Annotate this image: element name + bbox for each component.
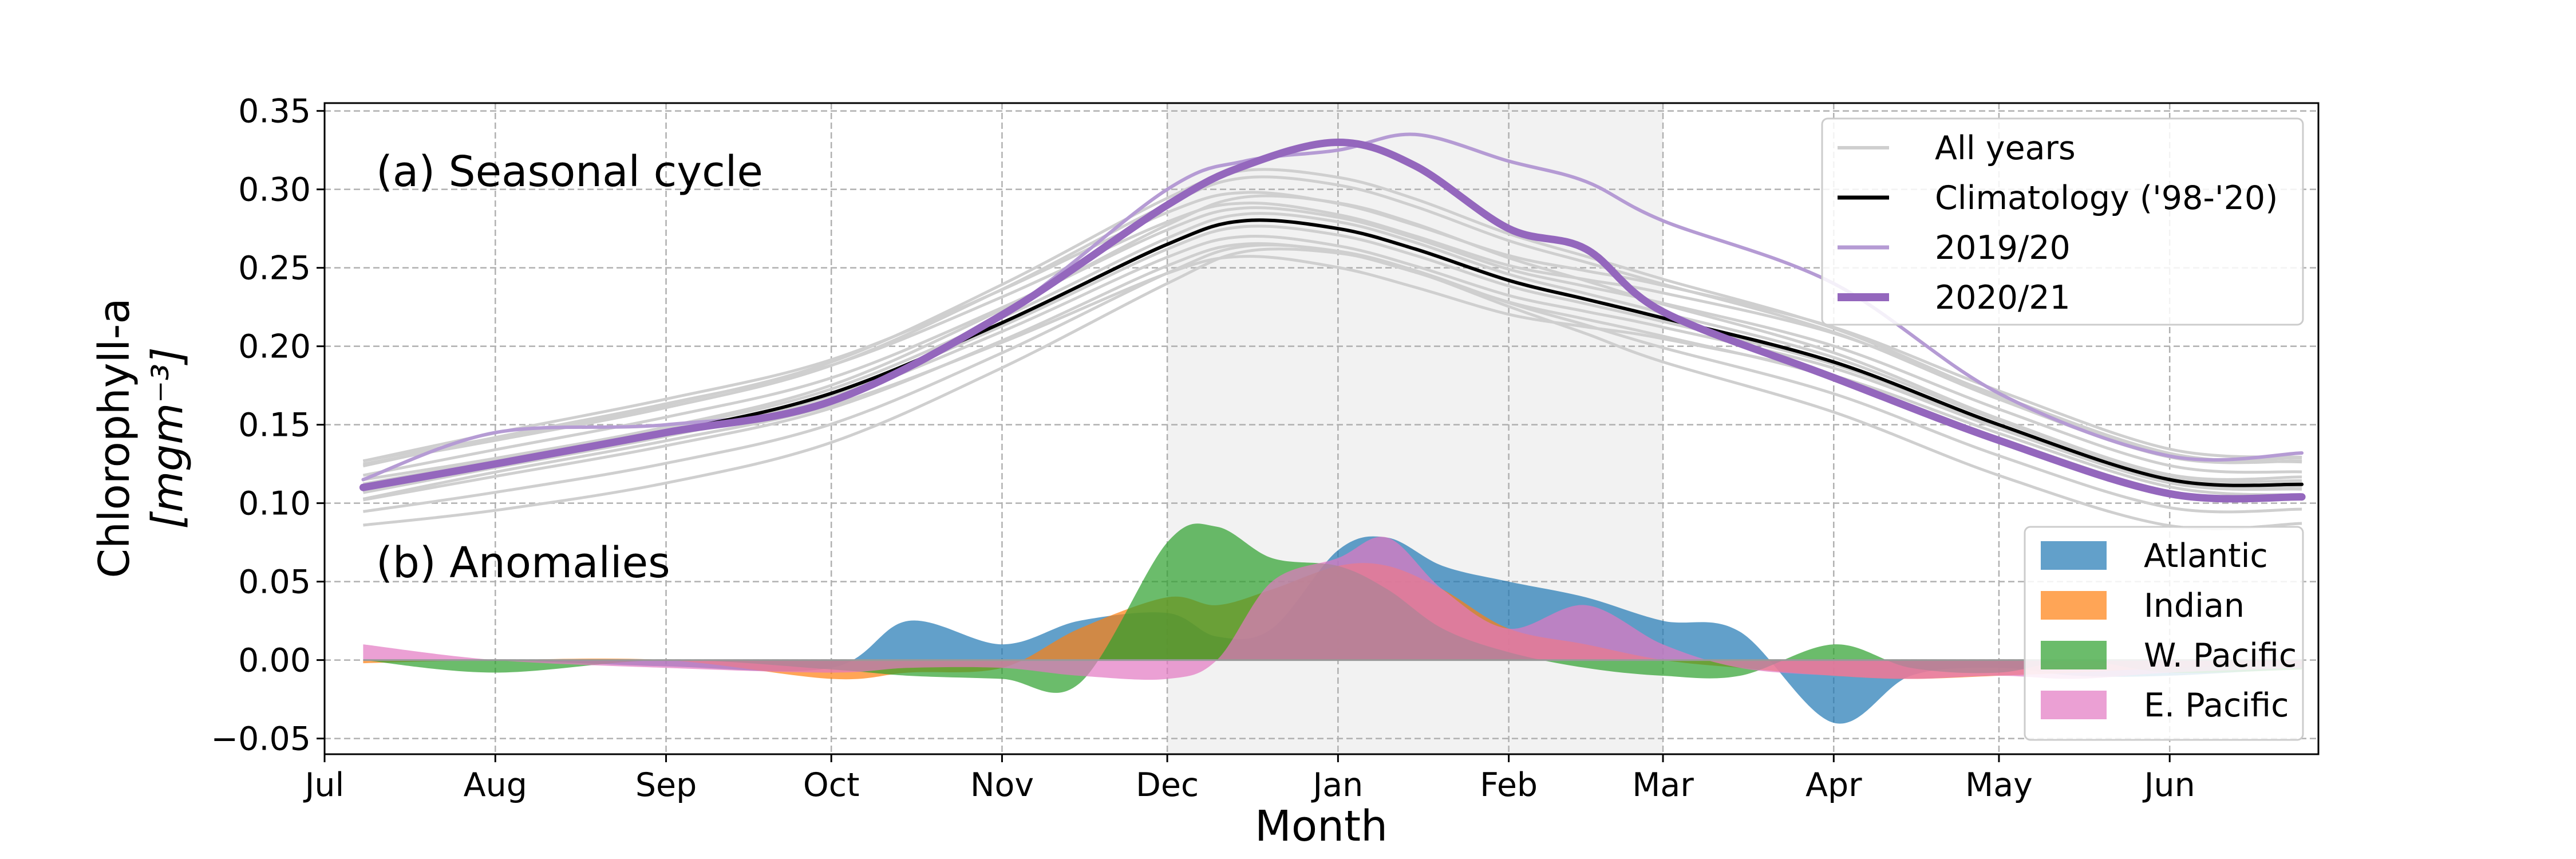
y-tick-label: 0.05 — [238, 564, 311, 601]
all-years-line — [363, 243, 2302, 514]
legend-b-label: E. Pacific — [2144, 687, 2289, 724]
all-years-line — [362, 206, 2302, 477]
legend-b-swatch — [2041, 641, 2107, 669]
y-tick-label: 0.10 — [238, 485, 311, 523]
x-tick-label: Dec — [1136, 766, 1199, 804]
series-line-2020-21 — [359, 139, 2306, 503]
x-tick-label: Feb — [1480, 766, 1538, 804]
legend-b-swatch — [2041, 591, 2107, 620]
x-tick-label: Jul — [303, 766, 345, 804]
legend-a: All years Climatology ('98-'20) 2019/20 202… — [1821, 117, 2304, 326]
all-years-line — [362, 168, 2302, 463]
legend-a-label: Climatology ('98-'20) — [1935, 179, 2278, 217]
legend-b-label: Atlantic — [2144, 537, 2268, 575]
y-tick-label: 0.35 — [238, 93, 311, 131]
x-tick-label: Aug — [464, 766, 527, 804]
y-tick-label: −0.05 — [211, 720, 311, 758]
panel-a-label: (a) Seasonal cycle — [376, 147, 763, 196]
legend-b-label: W. Pacific — [2144, 637, 2297, 675]
all-years-line — [362, 175, 2302, 466]
x-tick-label: Sep — [635, 766, 697, 804]
y-axis-label-line2: [mgm⁻³] — [143, 347, 192, 529]
legend-a-label: 2019/20 — [1935, 229, 2071, 267]
x-tick-label: Jun — [2143, 766, 2195, 804]
anomaly-area-e-pacific — [363, 537, 2302, 680]
x-tick-label: Nov — [970, 766, 1034, 804]
legend-b-swatch — [2041, 541, 2107, 570]
x-axis-label: Month — [1255, 802, 1388, 851]
y-tick-label: 0.30 — [238, 171, 311, 209]
x-tick-label: May — [1965, 766, 2033, 804]
all-years-line — [362, 194, 2302, 482]
y-tick-label: 0.20 — [238, 328, 311, 366]
legend-b-label: Indian — [2144, 587, 2245, 625]
legend-b-swatch — [2041, 691, 2107, 719]
legend-b-frame — [2024, 526, 2304, 741]
legend-b: Atlantic Indian W. Pacific E. Pacific — [2024, 526, 2304, 741]
x-tick-label: Oct — [803, 766, 860, 804]
y-tick-label: 0.15 — [238, 407, 311, 444]
x-tick-label: Mar — [1632, 766, 1694, 804]
y-tick-label: 0.25 — [238, 250, 311, 287]
legend-a-label: All years — [1935, 129, 2076, 167]
plot-frame — [323, 102, 2320, 755]
y-axis-label-line1: Chlorophyll-a — [90, 298, 139, 578]
panel-b-label: (b) Anomalies — [376, 538, 670, 588]
legend-a-label: 2020/21 — [1935, 279, 2071, 317]
x-tick-label: Apr — [1805, 766, 1862, 804]
legend-a-frame — [1821, 117, 2304, 326]
x-tick-label: Jan — [1311, 766, 1363, 804]
y-tick-label: 0.00 — [238, 642, 311, 680]
all-years-line — [362, 255, 2302, 501]
